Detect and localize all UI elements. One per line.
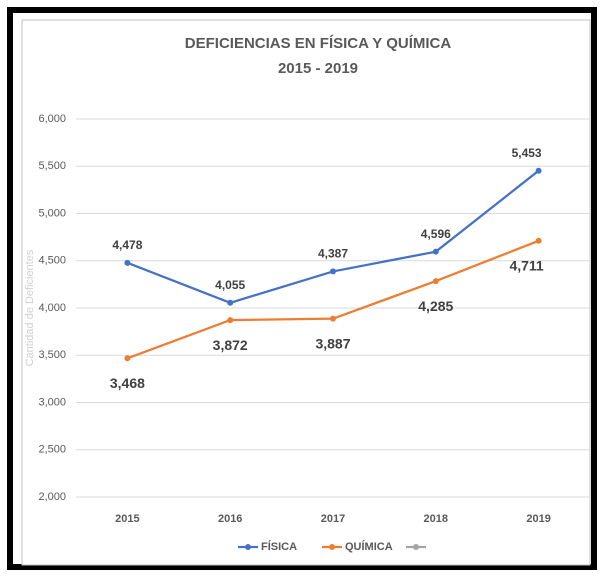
point — [330, 315, 336, 322]
y-axis-label: Cantidad de Deficientes — [24, 249, 36, 366]
legend-marker-extra — [413, 544, 419, 550]
y-tick-label: 6,000 — [38, 113, 66, 125]
chart-title: DEFICIENCIAS EN FÍSICA Y QUÍMICA — [185, 35, 452, 52]
point — [432, 248, 439, 255]
data-label: 4,055 — [215, 278, 245, 292]
y-tick-label: 5,500 — [38, 160, 66, 172]
x-tick-label: 2016 — [218, 513, 242, 525]
y-tick-label: 3,000 — [38, 396, 66, 408]
x-tick-label: 2019 — [526, 513, 550, 525]
data-label: 4,596 — [421, 227, 451, 241]
data-label: 3,468 — [110, 375, 145, 391]
point — [124, 259, 131, 266]
legend-marker — [245, 544, 251, 550]
point — [432, 278, 439, 285]
point — [535, 167, 542, 174]
legend-label: QUÍMICA — [345, 540, 393, 553]
y-tick-label: 2,500 — [38, 444, 66, 456]
data-label: 4,387 — [318, 247, 348, 261]
point — [227, 299, 234, 306]
y-tick-label: 5,000 — [38, 207, 66, 219]
data-label: 4,285 — [418, 298, 453, 314]
legend-marker — [329, 544, 335, 550]
x-tick-label: 2017 — [321, 513, 345, 525]
y-tick-label: 4,500 — [38, 255, 66, 267]
y-tick-label: 3,500 — [38, 349, 66, 361]
chart-area — [21, 19, 591, 566]
point — [330, 268, 336, 275]
data-label: 3,872 — [213, 337, 248, 353]
chart-subtitle: 2015 - 2019 — [278, 60, 358, 77]
data-label: 5,453 — [512, 146, 542, 160]
x-tick-label: 2018 — [424, 513, 448, 525]
data-label: 3,887 — [315, 335, 350, 351]
legend-label: FÍSICA — [261, 540, 297, 553]
x-tick-label: 2015 — [115, 513, 139, 525]
data-label: 4,711 — [509, 258, 543, 274]
point — [227, 317, 234, 324]
y-tick-label: 2,000 — [38, 491, 66, 503]
point — [124, 355, 131, 362]
point — [535, 237, 542, 244]
y-tick-label: 4,000 — [38, 302, 66, 314]
data-label: 4,478 — [112, 238, 142, 252]
